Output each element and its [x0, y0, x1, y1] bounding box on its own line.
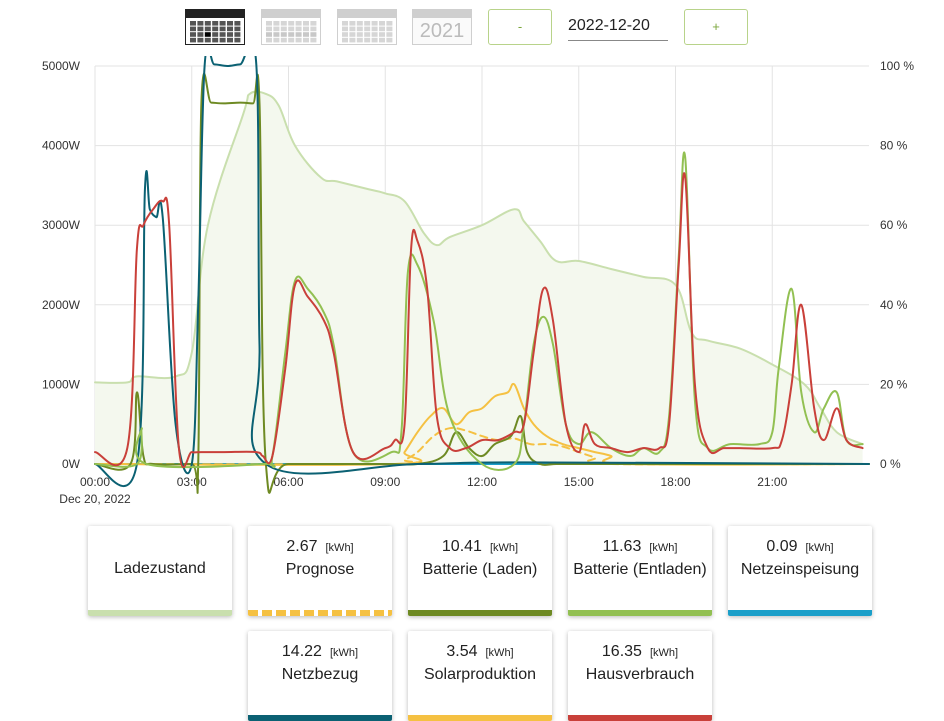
card-value: 11.63 [kWh] — [568, 538, 712, 558]
x-tick-label: 21:00 — [757, 475, 787, 489]
card-unit: [kWh] — [329, 647, 359, 659]
y-right-tick-label: 100 % — [880, 59, 914, 73]
card-value-number: 3.54 — [446, 643, 478, 660]
x-tick-label: 06:00 — [273, 475, 303, 489]
solar-production-line — [94, 382, 870, 466]
legend-card-solar-production[interactable]: 3.54 [kWh] Solarproduktion — [408, 631, 552, 721]
card-color-stripe — [248, 610, 392, 616]
y-tick-label: 3000W — [42, 218, 81, 232]
y-tick-label: 0W — [62, 457, 81, 471]
card-label: Ladezustand — [114, 560, 206, 577]
card-value-number: 16.35 — [601, 643, 642, 660]
card-unit: [kWh] — [649, 647, 679, 659]
legend-card-grid-feed-in[interactable]: 0.09 [kWh] Netzeinspeisung — [728, 526, 872, 616]
card-value-number: 11.63 — [602, 538, 642, 555]
x-tick-label: 18:00 — [660, 475, 690, 489]
card-unit: [kWh] — [485, 647, 514, 659]
date-input[interactable] — [568, 12, 668, 41]
card-color-stripe — [568, 715, 712, 721]
card-color-stripe — [568, 610, 712, 616]
toolbar: 2021 - + — [0, 0, 944, 56]
legend-card-state-of-charge[interactable]: Ladezustand — [88, 526, 232, 616]
house-consumption-line — [94, 172, 864, 468]
card-color-stripe — [728, 610, 872, 616]
y-tick-label: 2000W — [42, 298, 81, 312]
state-of-charge-line — [94, 90, 864, 446]
year-label: 2021 — [419, 20, 465, 42]
view-day-button[interactable] — [185, 9, 245, 45]
calendar-year-icon — [413, 10, 471, 18]
legend-card-battery-discharge[interactable]: 11.63 [kWh] Batterie (Entladen) — [568, 526, 712, 616]
legend-card-battery-charge[interactable]: 10.41 [kWh] Batterie (Laden) — [408, 526, 552, 616]
card-value: 0.09 [kWh] — [728, 538, 872, 558]
calendar-week-icon — [261, 9, 321, 45]
y-axis-right: 0 % 20 % 40 % 60 % 80 % 100 % — [880, 59, 914, 471]
y-right-tick-label: 80 % — [880, 139, 908, 153]
chart-series — [94, 56, 870, 494]
card-label: Prognose — [285, 561, 355, 578]
battery-discharge-line — [94, 151, 864, 471]
card-label: Hausverbrauch — [585, 666, 695, 683]
energy-chart: 0W 1000W 2000W 3000W 4000W 5000W 0 % 20 % 40 % 6… — [42, 56, 914, 506]
next-day-button[interactable]: + — [684, 9, 748, 45]
y-right-tick-label: 20 % — [880, 377, 908, 391]
previous-day-button[interactable]: - — [488, 9, 552, 45]
state-of-charge-area — [95, 91, 863, 464]
card-label: Solarproduktion — [423, 666, 537, 683]
card-color-stripe — [88, 610, 232, 616]
x-tick-label: 03:00 — [177, 475, 207, 489]
card-value-number: 10.41 — [441, 538, 482, 555]
card-label: Netzbezug — [281, 666, 359, 683]
x-axis: 00:00 03:00 06:00 09:00 12:00 15:00 18:00 21:00… — [59, 475, 787, 506]
card-label: Batterie (Entladen) — [573, 561, 707, 578]
battery-charge-line — [94, 72, 870, 494]
y-right-tick-label: 60 % — [880, 218, 908, 232]
legend-card-house-consumption[interactable]: 16.35 [kWh] Hausverbrauch — [568, 631, 712, 721]
card-color-stripe — [408, 610, 552, 616]
card-unit: [kWh] — [489, 542, 519, 554]
x-tick-label: 09:00 — [370, 475, 400, 489]
card-label: Batterie (Laden) — [422, 561, 538, 578]
card-value: 16.35 [kWh] — [568, 643, 712, 663]
card-value: 14.22 [kWh] — [248, 643, 392, 663]
y-tick-label: 1000W — [42, 377, 81, 391]
card-unit: [kWh] — [649, 542, 678, 554]
view-month-button[interactable] — [337, 9, 397, 45]
card-color-stripe — [408, 715, 552, 721]
legend-card-grid-draw[interactable]: 14.22 [kWh] Netzbezug — [248, 631, 392, 721]
x-tick-label: 15:00 — [564, 475, 594, 489]
x-tick-label: 00:00 — [80, 475, 110, 489]
x-tick-label: 12:00 — [467, 475, 497, 489]
card-value: 3.54 [kWh] — [408, 643, 552, 663]
calendar-month-icon — [337, 9, 397, 45]
view-year-button[interactable]: 2021 — [412, 9, 472, 45]
calendar-day-icon — [185, 9, 245, 45]
y-right-tick-label: 40 % — [880, 298, 908, 312]
card-color-stripe — [248, 715, 392, 721]
card-unit: [kWh] — [805, 542, 834, 554]
card-label: Netzeinspeisung — [740, 561, 860, 578]
card-value-number: 2.67 — [286, 538, 318, 555]
card-value: 2.67 [kWh] — [248, 538, 392, 558]
card-unit: [kWh] — [325, 542, 354, 554]
y-right-tick-label: 0 % — [880, 457, 901, 471]
y-tick-label: 4000W — [42, 139, 81, 153]
legend-card-forecast[interactable]: 2.67 [kWh] Prognose — [248, 526, 392, 616]
card-value: 10.41 [kWh] — [408, 538, 552, 558]
y-axis-left: 0W 1000W 2000W 3000W 4000W 5000W — [42, 59, 81, 471]
card-value-number: 0.09 — [766, 538, 798, 555]
x-date-label: Dec 20, 2022 — [59, 492, 131, 506]
y-tick-label: 5000W — [42, 59, 81, 73]
card-value-number: 14.22 — [281, 643, 322, 660]
grid-draw-line — [94, 56, 870, 487]
view-week-button[interactable] — [261, 9, 321, 45]
